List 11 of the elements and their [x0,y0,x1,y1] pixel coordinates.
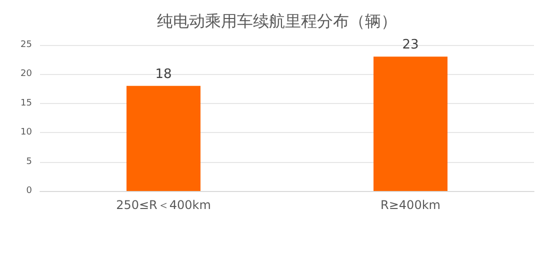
x-tick-label: 250≤R＜400km [116,198,211,212]
y-tick-label: 10 [20,128,32,138]
y-tick-label: 20 [20,69,32,80]
y-tick-label: 25 [20,40,32,50]
y-tick-label: 15 [20,98,32,108]
y-tick-label: 0 [26,186,32,196]
chart-title: 纯电动乘用车续航里程分布（辆） [157,12,397,30]
x-tick-label: R≥400km [380,198,440,212]
data-label: 23 [402,38,419,53]
y-tick-label: 5 [26,156,32,167]
data-label: 18 [155,66,172,82]
